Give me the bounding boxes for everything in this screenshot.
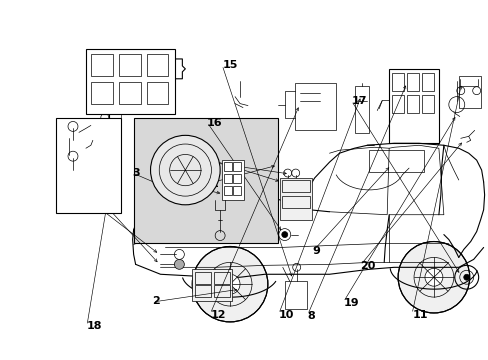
- Bar: [86, 49, 175, 113]
- Bar: [421, 73, 433, 91]
- Bar: [56, 118, 121, 213]
- Bar: [406, 73, 418, 91]
- Text: 5: 5: [99, 202, 106, 212]
- Bar: [91, 54, 113, 76]
- Circle shape: [150, 135, 220, 205]
- Bar: [133, 118, 277, 243]
- Text: 4: 4: [179, 179, 186, 189]
- Text: 3: 3: [132, 168, 140, 178]
- Bar: [91, 82, 113, 104]
- Text: 2: 2: [152, 296, 160, 306]
- Bar: [284, 281, 306, 309]
- Bar: [192, 269, 232, 301]
- Bar: [233, 186, 241, 195]
- Text: 20: 20: [360, 261, 375, 271]
- Text: 17: 17: [351, 96, 366, 106]
- Text: 13: 13: [183, 147, 199, 157]
- Bar: [119, 54, 141, 76]
- Bar: [368, 150, 423, 172]
- Bar: [224, 174, 232, 183]
- Text: 11: 11: [411, 310, 427, 320]
- Text: 15: 15: [222, 60, 238, 70]
- Bar: [281, 196, 309, 208]
- Bar: [146, 82, 168, 104]
- Bar: [281, 180, 309, 192]
- Bar: [233, 174, 241, 183]
- Bar: [146, 54, 168, 76]
- Text: 6: 6: [99, 192, 106, 202]
- Circle shape: [424, 268, 442, 286]
- Bar: [222, 160, 244, 200]
- Bar: [119, 82, 141, 104]
- Bar: [294, 83, 336, 130]
- Bar: [224, 162, 232, 171]
- Bar: [214, 272, 230, 284]
- Bar: [195, 285, 211, 297]
- Text: 10: 10: [278, 310, 293, 320]
- Text: 18: 18: [86, 321, 102, 332]
- Circle shape: [281, 231, 287, 238]
- Bar: [233, 162, 241, 171]
- Bar: [141, 210, 168, 228]
- Text: 1: 1: [210, 179, 218, 189]
- Circle shape: [220, 274, 240, 294]
- Bar: [279, 178, 311, 220]
- Bar: [388, 69, 438, 143]
- Bar: [195, 272, 211, 284]
- Bar: [355, 86, 368, 133]
- Bar: [458, 76, 480, 108]
- Text: 19: 19: [343, 298, 358, 308]
- Bar: [391, 95, 403, 113]
- Bar: [391, 73, 403, 91]
- Text: 12: 12: [210, 310, 225, 320]
- Text: 14: 14: [203, 157, 218, 166]
- Bar: [224, 186, 232, 195]
- Text: 16: 16: [206, 118, 222, 128]
- Bar: [406, 95, 418, 113]
- Text: 9: 9: [312, 247, 320, 256]
- Circle shape: [397, 242, 469, 313]
- Bar: [421, 95, 433, 113]
- Text: 8: 8: [307, 311, 315, 321]
- Bar: [214, 285, 230, 297]
- Circle shape: [192, 247, 267, 322]
- Circle shape: [463, 274, 469, 280]
- Circle shape: [174, 260, 184, 269]
- Text: 7: 7: [69, 154, 77, 163]
